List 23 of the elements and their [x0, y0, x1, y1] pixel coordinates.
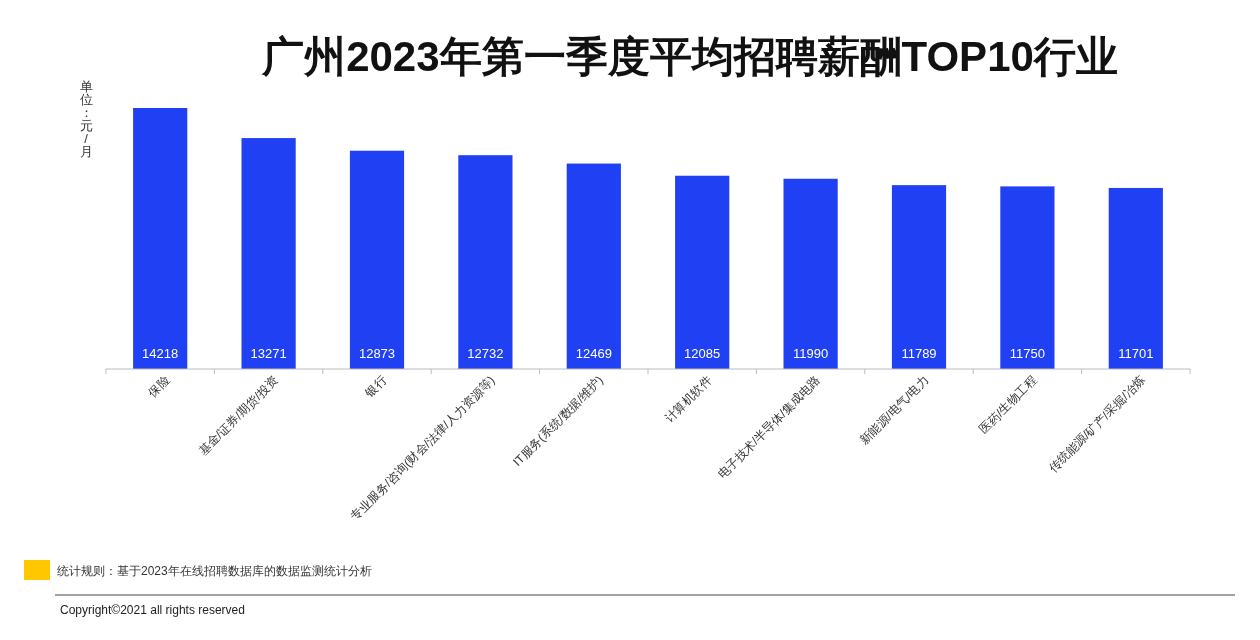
data-label: 12732	[467, 346, 504, 361]
x-tick-label: 基金/证券/期货/投资	[195, 373, 281, 459]
x-tick-label: 新能源/电气/电力	[857, 373, 932, 448]
data-label: 14218	[142, 346, 179, 361]
data-label: 11701	[1118, 346, 1154, 361]
data-label: 11990	[793, 346, 829, 361]
text: 统计规则：基于2023年在线招聘数据库的数据监测统计分析	[57, 564, 372, 578]
x-tick-label: 医药/生物工程	[976, 373, 1040, 437]
data-label: 12085	[684, 346, 721, 361]
x-tick-label: 电子技术/半导体/集成电路	[714, 373, 823, 482]
x-tick-label: 银行	[361, 373, 390, 401]
y-axis-title: 单位：元/月	[79, 79, 93, 159]
x-tick-label: IT服务(系统/数据/维护)	[510, 373, 606, 469]
data-label: 11750	[1009, 346, 1045, 361]
x-tick-label: 保险	[145, 373, 173, 401]
data-label: 12469	[575, 346, 612, 361]
x-tick-label: 传统能源/矿产/采掘/冶炼	[1046, 373, 1148, 476]
chart-title: 广州2023年第一季度平均招聘薪酬TOP10行业	[261, 33, 1118, 80]
text: Copyright©2021 all rights reserved	[60, 603, 245, 617]
data-label: 12873	[358, 346, 396, 361]
data-label: 13271	[250, 346, 287, 361]
data-label: 11789	[901, 346, 937, 361]
x-tick-label: 计算机软件	[662, 373, 715, 426]
